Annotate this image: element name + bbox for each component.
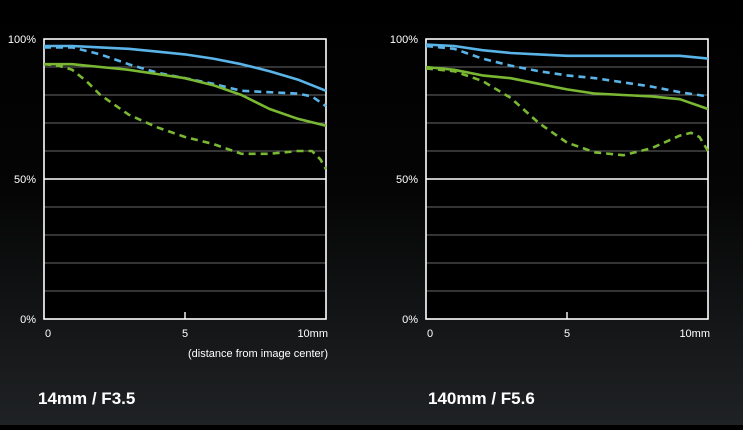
chart-title: 140mm / F5.6 <box>428 389 535 408</box>
series-line-3 <box>425 65 709 111</box>
series-line-3 <box>44 62 327 128</box>
y-tick-label: 0% <box>20 314 36 326</box>
x-tick-label: 5 <box>182 328 188 340</box>
x-axis-caption: (distance from image center) <box>188 348 328 360</box>
mtf-chart-2: 100% 50% 0% 0 5 10mm 140mm / F5.6 <box>390 34 710 408</box>
y-tick-label: 100% <box>390 34 418 46</box>
y-tick-label: 100% <box>8 34 36 46</box>
x-tick-label: 0 <box>427 328 433 340</box>
series-line-4 <box>425 67 710 157</box>
y-tick-label: 0% <box>402 314 418 326</box>
series-line-1 <box>425 43 709 60</box>
x-tick-label: 10mm <box>297 328 328 340</box>
x-tick-label: 0 <box>45 328 51 340</box>
series-line-1 <box>44 44 327 93</box>
y-tick-label: 50% <box>14 174 36 186</box>
series-line-2 <box>425 44 709 98</box>
x-tick-label: 10mm <box>679 328 710 340</box>
y-tick-label: 50% <box>396 174 418 186</box>
series-line-4 <box>43 62 328 170</box>
x-tick-label: 5 <box>564 328 570 340</box>
chart-title: 14mm / F3.5 <box>38 389 135 408</box>
mtf-chart-1: 100% 50% 0% 0 5 10mm (distance from image cent… <box>8 34 328 408</box>
